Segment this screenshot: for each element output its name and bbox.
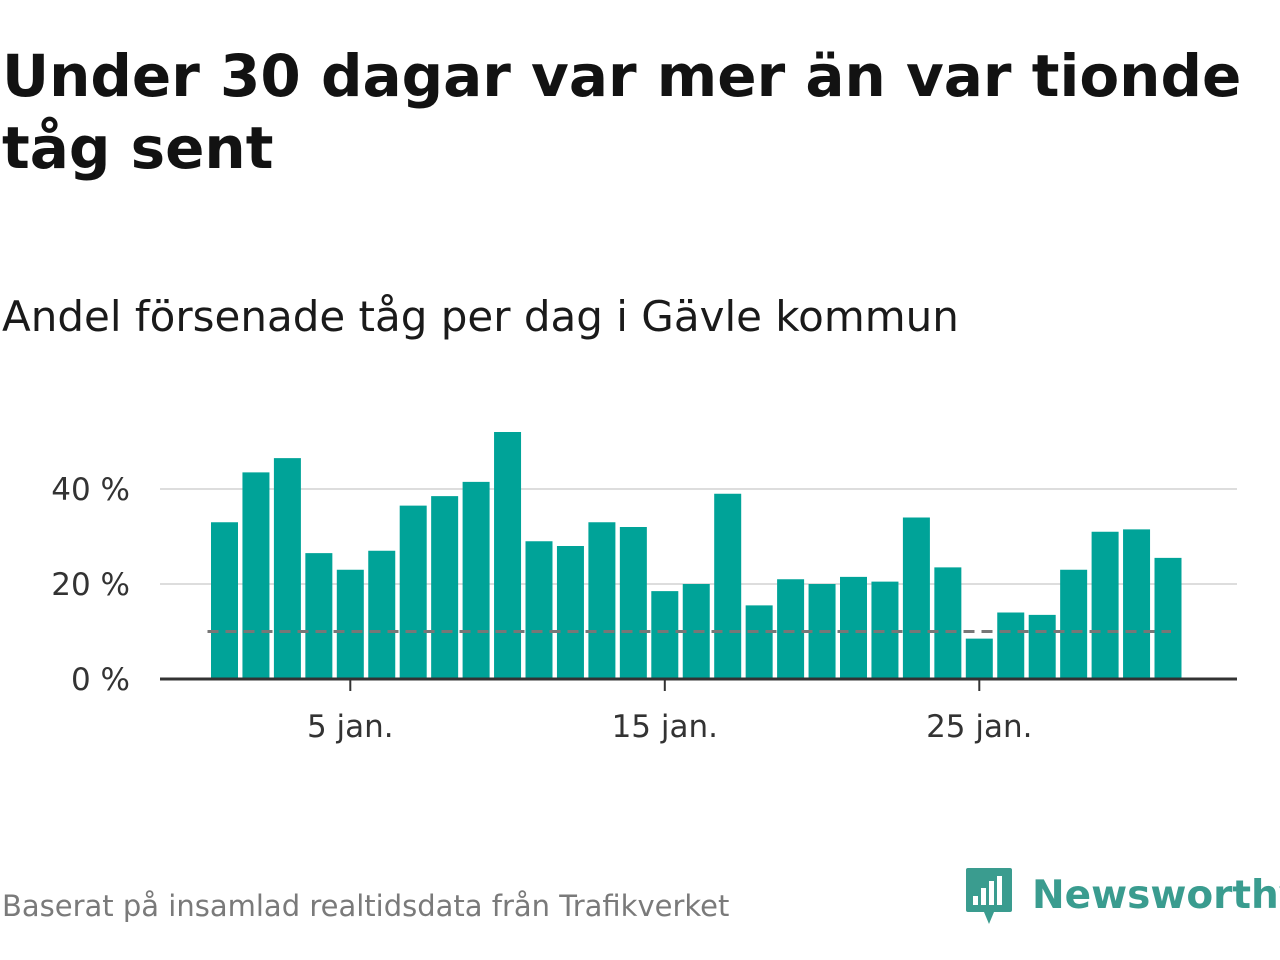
bar — [651, 591, 679, 679]
bar — [1091, 531, 1119, 679]
x-tick-label: 5 jan. — [307, 709, 394, 745]
bar — [336, 569, 364, 679]
y-tick-label: 20 % — [51, 567, 130, 603]
bar — [1154, 557, 1182, 679]
source-note: Baserat på insamlad realtidsdata från Tr… — [2, 889, 730, 923]
axes: 0 % 20 % 40 % 5 jan. 15 jan. 25 jan. — [51, 472, 1237, 745]
y-tick-label: 40 % — [51, 472, 130, 508]
newsworthy-logo-icon — [966, 868, 1012, 924]
brand-logo: Newsworthy — [964, 864, 1280, 928]
bar — [1123, 529, 1151, 679]
bar-chart: 0 % 20 % 40 % 5 jan. 15 jan. 25 jan. — [51, 432, 1237, 745]
bar — [1060, 569, 1088, 679]
bar — [840, 576, 867, 679]
bar — [745, 605, 773, 679]
brand-name: Newsworthy — [1032, 873, 1280, 918]
bars — [211, 432, 1182, 679]
bar — [1028, 614, 1056, 679]
bar — [619, 527, 647, 679]
bar — [934, 567, 962, 679]
chart-title: Under 30 dagar var mer än var tionde tåg… — [2, 42, 1242, 182]
bar — [556, 546, 584, 679]
bar — [305, 553, 333, 679]
bar — [494, 432, 522, 679]
chart-subtitle: Andel försenade tåg per dag i Gävle komm… — [2, 292, 959, 341]
bar — [714, 493, 742, 679]
bar — [525, 541, 553, 679]
bar — [965, 638, 993, 679]
y-tick-label: 0 % — [71, 662, 130, 698]
bar — [902, 517, 930, 679]
bar — [399, 505, 427, 679]
bar — [431, 496, 459, 679]
bar — [462, 481, 490, 679]
bar — [273, 458, 301, 679]
bar — [368, 550, 396, 679]
bar — [242, 472, 270, 679]
bar — [588, 522, 616, 679]
x-tick-label: 25 jan. — [926, 709, 1032, 745]
bar — [777, 579, 805, 679]
x-tick-label: 15 jan. — [612, 709, 718, 745]
bar — [211, 522, 238, 679]
bar — [997, 612, 1025, 679]
